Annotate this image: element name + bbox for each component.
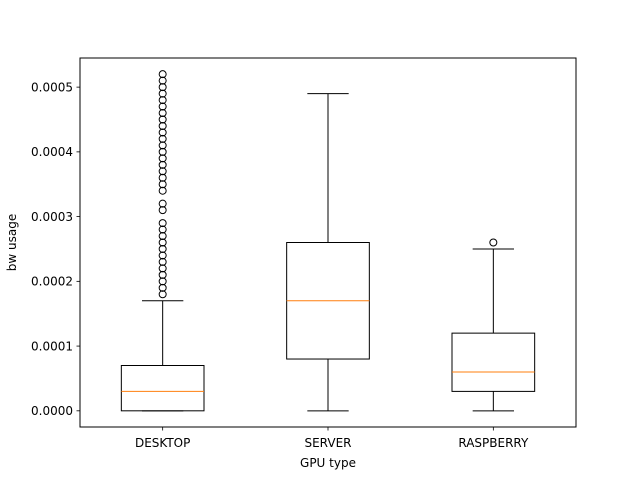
outlier-point (158, 154, 167, 163)
box-group-raspberry (451, 238, 536, 412)
outlier-point (158, 96, 167, 105)
outlier-point (489, 238, 498, 247)
outlier-point (158, 232, 167, 241)
outlier-point (158, 219, 167, 228)
outlier-point (158, 134, 167, 143)
outlier-point (158, 89, 167, 98)
x-tick-label: SERVER (304, 436, 351, 450)
y-axis-label: bw usage (5, 214, 19, 271)
outlier-point (158, 199, 167, 208)
outlier-point (158, 251, 167, 260)
outlier-point (158, 83, 167, 92)
outlier-point (158, 283, 167, 292)
box-group-server (286, 93, 370, 412)
iqr-box (120, 365, 205, 412)
outlier-point (158, 270, 167, 279)
outlier-point (158, 121, 167, 130)
y-tick-label: 0.0004 (31, 145, 73, 159)
x-axis: DESKTOP SERVER RASPBERRY (135, 427, 529, 450)
outlier-point (158, 180, 167, 189)
box-group-desktop (120, 70, 205, 412)
x-tick-label: DESKTOP (135, 436, 190, 450)
y-tick-label: 0.0005 (31, 80, 73, 94)
y-axis: 0.0000 0.0001 0.0002 0.0003 0.0004 0.0005 (31, 80, 80, 418)
outlier-point (158, 70, 167, 79)
y-tick-label: 0.0001 (31, 339, 73, 353)
y-tick-label: 0.0002 (31, 275, 73, 289)
x-axis-label: GPU type (300, 456, 356, 470)
plot-area (120, 70, 536, 412)
outlier-point (158, 167, 167, 176)
y-tick-label: 0.0000 (31, 404, 73, 418)
outlier-point (158, 206, 167, 215)
x-tick-label: RASPBERRY (458, 436, 529, 450)
iqr-box (451, 332, 536, 392)
outlier-point (158, 102, 167, 111)
outlier-point (158, 277, 167, 286)
outlier-point (158, 76, 167, 85)
outlier-point (158, 109, 167, 118)
outlier-point (158, 115, 167, 124)
outlier-point (158, 257, 167, 266)
outlier-point (158, 238, 167, 247)
outlier-point (158, 128, 167, 137)
outlier-point (158, 147, 167, 156)
outlier-point (158, 141, 167, 150)
outlier-point (158, 264, 167, 273)
outlier-point (158, 225, 167, 234)
outlier-point (158, 173, 167, 182)
outlier-point (158, 160, 167, 169)
outlier-point (158, 244, 167, 253)
outlier-point (158, 186, 167, 195)
y-tick-label: 0.0003 (31, 210, 73, 224)
outlier-point (158, 290, 167, 299)
